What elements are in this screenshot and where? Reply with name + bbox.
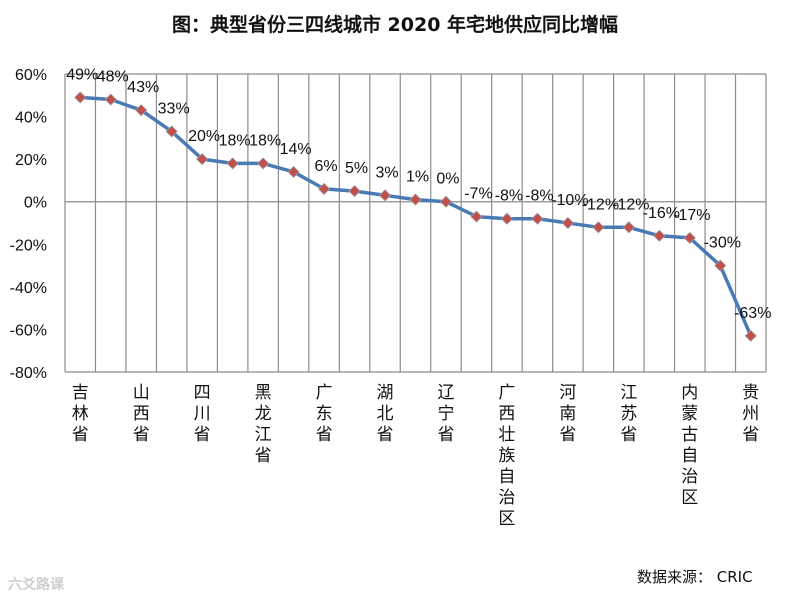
- category-label: 广西壮族自治区: [498, 383, 515, 529]
- y-tick-label: 20%: [15, 152, 47, 169]
- data-point: [165, 125, 178, 138]
- data-point: [226, 157, 239, 170]
- data-label: -30%: [704, 235, 741, 252]
- category-label: 黑龙江省: [255, 383, 272, 466]
- data-label: -12%: [612, 196, 649, 213]
- category-label: 山西省: [133, 383, 150, 445]
- chart-title: 图：典型省份三四线城市 2020 年宅地供应同比增幅: [171, 14, 619, 36]
- data-label: -10%: [551, 192, 588, 209]
- category-label: 辽宁省: [437, 383, 454, 445]
- data-point: [744, 329, 757, 342]
- data-label: 18%: [249, 132, 281, 149]
- data-label: -63%: [734, 305, 771, 322]
- data-point: [135, 104, 148, 117]
- data-label: 1%: [406, 169, 429, 186]
- data-label: 5%: [345, 160, 368, 177]
- y-tick-label: -80%: [10, 365, 47, 382]
- data-point: [348, 185, 361, 198]
- data-point: [470, 210, 483, 223]
- data-label: -8%: [495, 188, 523, 205]
- data-point: [287, 165, 300, 178]
- y-tick-label: 0%: [24, 195, 47, 212]
- source-note: 数据来源： CRIC: [637, 568, 753, 586]
- data-point: [592, 221, 605, 234]
- data-label: 14%: [280, 141, 312, 158]
- data-label: 43%: [127, 79, 159, 96]
- data-label: 3%: [375, 164, 398, 181]
- data-label: 49%: [66, 66, 98, 83]
- data-point: [622, 221, 635, 234]
- data-point: [683, 231, 696, 244]
- category-label: 江苏省: [620, 383, 637, 445]
- category-label: 贵州省: [742, 383, 759, 445]
- data-label: 48%: [97, 69, 129, 86]
- data-label: 0%: [436, 171, 459, 188]
- data-label: -12%: [582, 196, 619, 213]
- data-label: 33%: [158, 100, 190, 117]
- data-point: [378, 189, 392, 202]
- category-label: 四川省: [194, 383, 211, 445]
- data-label: -7%: [464, 186, 492, 203]
- data-point: [409, 193, 422, 206]
- data-label: -8%: [525, 188, 553, 205]
- data-point: [500, 212, 514, 225]
- data-label: 6%: [315, 158, 338, 175]
- category-label: 湖北省: [377, 383, 394, 445]
- data-point: [257, 157, 270, 170]
- y-tick-label: -60%: [10, 322, 47, 339]
- data-label: -16%: [643, 205, 680, 222]
- data-point: [531, 212, 544, 225]
- data-point: [104, 93, 117, 106]
- data-label: 20%: [188, 128, 220, 145]
- data-point: [653, 229, 666, 242]
- category-label: 河南省: [559, 383, 576, 445]
- category-label: 内蒙古自治区: [681, 383, 698, 508]
- watermark: 六爻路课: [8, 577, 64, 593]
- data-point: [561, 216, 574, 230]
- data-point: [74, 91, 87, 104]
- data-label: 18%: [219, 132, 251, 149]
- y-tick-label: -20%: [10, 237, 47, 254]
- y-tick-label: 40%: [15, 110, 47, 127]
- data-point: [439, 195, 453, 208]
- data-point: [317, 182, 331, 196]
- y-tick-label: -40%: [10, 280, 47, 297]
- category-label: 吉林省: [72, 383, 89, 445]
- category-label: 广东省: [316, 383, 333, 445]
- data-point: [196, 153, 209, 166]
- y-tick-label: 60%: [15, 67, 47, 84]
- data-point: [714, 259, 727, 272]
- data-label: -17%: [673, 207, 710, 224]
